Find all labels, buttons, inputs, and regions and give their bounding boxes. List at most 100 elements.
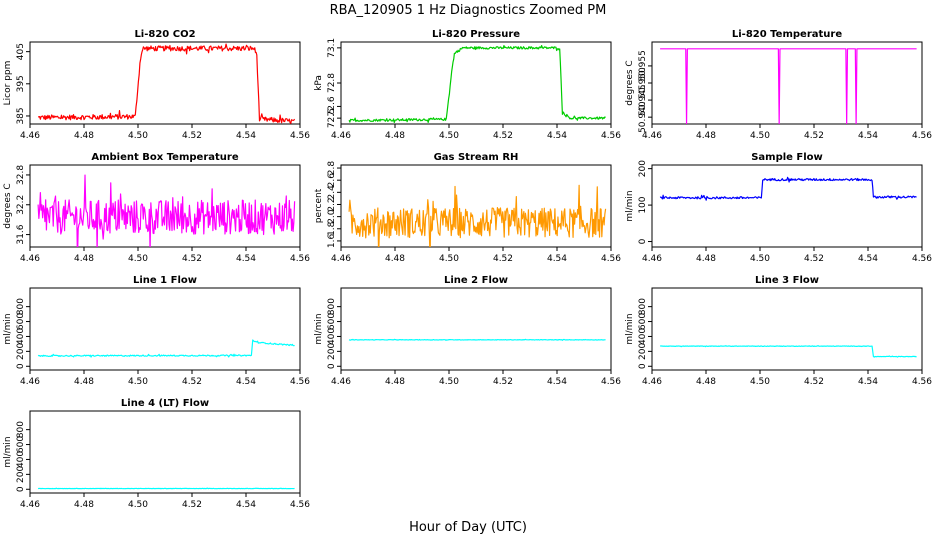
x-tick-label: 4.54	[236, 500, 256, 510]
x-tick-label: 4.50	[128, 254, 148, 264]
y-tick-label: 32.8	[16, 165, 26, 185]
x-tick-label: 4.54	[236, 131, 256, 141]
x-tick-label: 4.52	[804, 131, 824, 141]
plot-frame	[651, 164, 923, 248]
y-axis-label: ml/min	[314, 313, 324, 344]
x-tick-label: 4.46	[20, 500, 40, 510]
x-tick-label: 4.52	[182, 254, 202, 264]
y-tick-label: 2.8	[327, 161, 337, 176]
series-line-ambient	[37, 174, 296, 247]
y-tick-label: 1.8	[327, 221, 337, 236]
x-tick-label: 4.52	[493, 131, 513, 141]
x-tick-label: 4.48	[385, 131, 405, 141]
series-line-line-4	[37, 487, 295, 490]
x-tick-label: 4.48	[385, 254, 405, 264]
panel-title: Li-820 Temperature	[732, 29, 842, 40]
x-tick-label: 4.48	[696, 377, 716, 387]
x-tick-label: 4.48	[385, 377, 405, 387]
panel-title: Sample Flow	[751, 152, 823, 163]
series-line-line-2	[348, 338, 606, 341]
x-tick-label: 4.56	[912, 131, 932, 141]
panel-title: Li-820 Pressure	[432, 29, 520, 40]
panel-li820-pressure: Li-820 Pressure 4.46 4.48 4.50 4.52 4.54 4.56 7…	[314, 29, 621, 141]
plot-frame	[340, 287, 612, 371]
x-tick-label: 4.48	[696, 131, 716, 141]
figure-xlabel: Hour of Day (UTC)	[409, 520, 527, 535]
x-tick-label: 4.56	[290, 377, 310, 387]
y-tick-label: 200	[16, 466, 26, 483]
y-tick-label: 800	[16, 421, 26, 438]
y-tick-label: 200	[638, 343, 648, 360]
panel-title: Ambient Box Temperature	[91, 152, 238, 163]
panel-line-2-flow: Line 2 Flow 4.46 4.48 4.50 4.52 4.54 4.56 0 2004…	[314, 275, 621, 387]
y-tick-label: 400	[16, 328, 26, 345]
y-axis-label: Licor ppm	[3, 61, 13, 106]
y-tick-label: 2.6	[327, 173, 337, 188]
panel-gas-stream-rh: Gas Stream RH 4.46 4.48 4.50 4.52 4.54 4.56 1.6…	[314, 152, 621, 264]
plot-frame	[340, 41, 612, 125]
x-tick-label: 4.46	[20, 131, 40, 141]
x-tick-label: 4.52	[182, 500, 202, 510]
y-tick-label: 405	[16, 43, 26, 60]
x-tick-label: 4.46	[642, 254, 662, 264]
panel-title: Li-820 CO2	[134, 29, 195, 40]
y-tick-label: 600	[16, 313, 26, 330]
y-tick-label: 800	[327, 298, 337, 315]
x-tick-label: 4.50	[750, 131, 770, 141]
x-tick-label: 4.50	[750, 254, 770, 264]
y-axis-label: ml/min	[625, 190, 635, 221]
plot-frame	[29, 41, 301, 125]
x-tick-label: 4.52	[804, 377, 824, 387]
y-tick-label: 31.6	[16, 224, 26, 244]
panel-title: Line 2 Flow	[444, 275, 508, 286]
y-tick-label: 0	[638, 363, 648, 369]
y-axis-label: ml/min	[625, 313, 635, 344]
x-tick-label: 4.46	[20, 254, 40, 264]
x-tick-label: 4.52	[182, 377, 202, 387]
x-tick-label: 4.54	[547, 254, 567, 264]
panel-li820-co2: Li-820 CO2 4.46 4.48 4.50 4.52 4.54 4.56 385 395…	[3, 29, 310, 141]
y-tick-label: 100	[638, 196, 648, 213]
y-tick-label: 72.5	[327, 108, 337, 128]
panel-line-3-flow: Line 3 Flow 4.46 4.48 4.50 4.52 4.54 4.56 0 2004…	[625, 275, 932, 387]
x-tick-label: 4.54	[236, 254, 256, 264]
series-line-line-3	[659, 345, 917, 358]
x-tick-label: 4.48	[696, 254, 716, 264]
x-tick-label: 4.54	[547, 131, 567, 141]
y-tick-label: 400	[638, 328, 648, 345]
x-tick-label: 4.54	[236, 377, 256, 387]
y-tick-label: 200	[16, 343, 26, 360]
series-line-co2	[38, 43, 296, 124]
y-tick-label: 0	[327, 363, 337, 369]
panels: Li-820 CO2 4.46 4.48 4.50 4.52 4.54 4.56 385 395…	[3, 29, 932, 510]
y-tick-label: 385	[16, 107, 26, 124]
x-tick-label: 4.56	[290, 131, 310, 141]
plot-frame	[29, 164, 301, 248]
x-tick-label: 4.46	[331, 254, 351, 264]
y-tick-label: 72.8	[327, 73, 337, 93]
y-tick-label: 800	[638, 298, 648, 315]
x-tick-label: 4.50	[128, 377, 148, 387]
x-tick-label: 4.46	[20, 377, 40, 387]
x-tick-label: 4.54	[858, 377, 878, 387]
y-tick-label: 400	[16, 451, 26, 468]
x-tick-label: 4.52	[804, 254, 824, 264]
x-tick-label: 4.54	[858, 254, 878, 264]
x-tick-label: 4.46	[642, 377, 662, 387]
y-tick-label: 200	[638, 160, 648, 177]
panel-line-1-flow: Line 1 Flow 4.46 4.48 4.50 4.52 4.54 4.56 0 2004…	[3, 275, 310, 387]
y-tick-label: 395	[16, 75, 26, 92]
y-tick-label: 0	[16, 486, 26, 492]
plot-frame	[651, 287, 923, 371]
panel-line-4-lt-flow: Line 4 (LT) Flow 4.46 4.48 4.50 4.52 4.54 4.56…	[3, 398, 310, 510]
series-line-line-1	[37, 339, 295, 358]
y-tick-label: 600	[327, 313, 337, 330]
series-line-pressure	[348, 45, 606, 124]
x-tick-label: 4.50	[439, 131, 459, 141]
y-axis-label: degrees C	[3, 183, 13, 228]
y-tick-label: 32.2	[16, 195, 26, 215]
panel-li820-temperature: Li-820 Temperature 4.46 4.48 4.50 4.52 4.54 4.…	[625, 29, 932, 141]
x-tick-label: 4.48	[74, 500, 94, 510]
x-tick-label: 4.50	[439, 254, 459, 264]
plot-frame	[29, 287, 301, 371]
